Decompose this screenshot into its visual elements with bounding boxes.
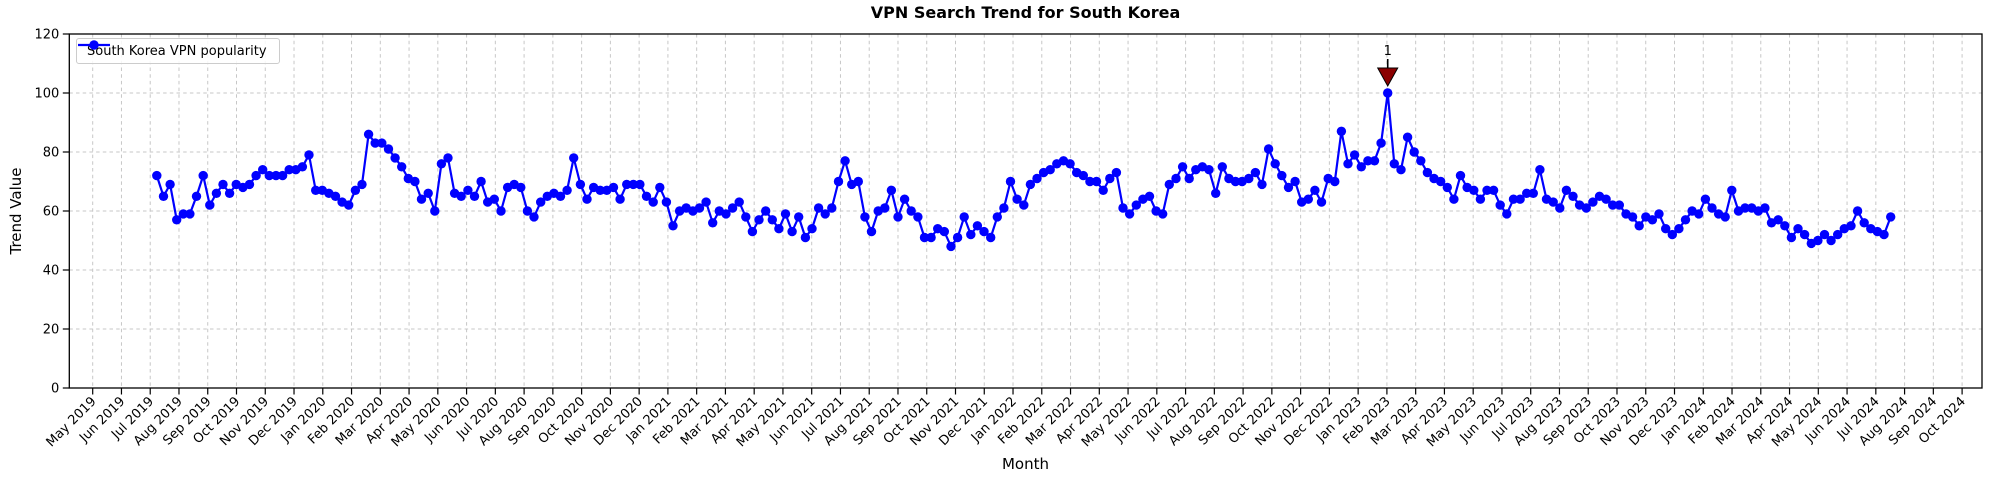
- y-tick-label: 100: [34, 87, 59, 102]
- y-tick-label: 80: [43, 146, 60, 161]
- y-tick-label: 0: [51, 382, 59, 397]
- y-tick-label: 20: [43, 323, 60, 338]
- chart-title: VPN Search Trend for South Korea: [870, 3, 1181, 22]
- legend-label: South Korea VPN popularity: [87, 43, 267, 59]
- peak-annotation: 1: [1376, 44, 1399, 88]
- y-tick-label: 60: [43, 205, 60, 220]
- y-tick-label: 40: [43, 264, 60, 279]
- legend-marker-icon: [78, 40, 110, 50]
- x-axis-label: Month: [1001, 455, 1049, 473]
- legend: South Korea VPN popularity: [76, 38, 280, 64]
- annotation-label: 1: [1384, 44, 1392, 59]
- trend-line: [155, 91, 1892, 248]
- data-point-markers: [152, 88, 1896, 252]
- annotation-triangle-marker: [1376, 67, 1399, 88]
- y-axis-label: Trend Value: [7, 167, 25, 255]
- trend-line-series: [152, 88, 1896, 252]
- y-axis-ticks: 0 20 40 60 80 100 120: [34, 28, 70, 397]
- y-tick-label: 120: [34, 28, 59, 43]
- plot-border: [68, 33, 1983, 389]
